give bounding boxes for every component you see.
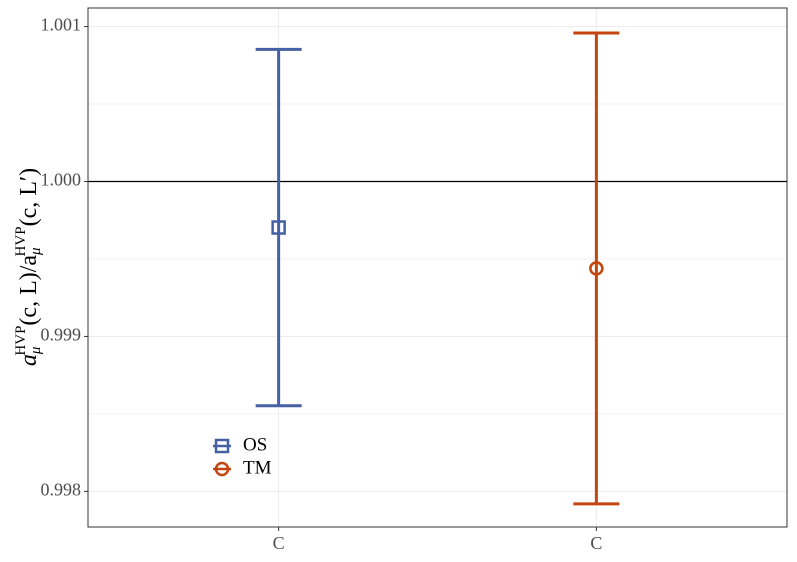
y-tick-label: 0.998: [41, 479, 82, 499]
legend-label: OS: [243, 434, 267, 455]
legend-marker: [214, 438, 230, 454]
legend-label: TM: [243, 457, 272, 478]
y-label-part: (c, L)/a: [16, 255, 42, 326]
y-tick-label: 1.001: [41, 15, 82, 35]
legend-marker: [214, 461, 230, 477]
y-label-part: HVP: [13, 326, 29, 356]
y-axis-label: aμHVP(c, L)/aμHVP(c, L′): [13, 168, 44, 366]
legend-item: OS: [213, 434, 267, 455]
y-label-part: a: [16, 354, 42, 366]
x-tick-label: C: [273, 533, 285, 553]
error-bar: [573, 31, 620, 506]
y-label-part: HVP: [13, 226, 29, 256]
legend-item: TM: [213, 457, 272, 478]
y-label-part: (c, L′): [16, 168, 42, 227]
y-label-part: μ: [28, 346, 44, 355]
y-label-part: μ: [28, 247, 44, 256]
x-tick-label: C: [590, 533, 602, 553]
error-bar: [255, 47, 302, 408]
panel-border: [87, 7, 788, 528]
point: [589, 261, 604, 276]
point: [271, 220, 286, 235]
y-tick-label: 0.999: [41, 325, 82, 345]
y-tick-label: 1.000: [41, 170, 82, 190]
